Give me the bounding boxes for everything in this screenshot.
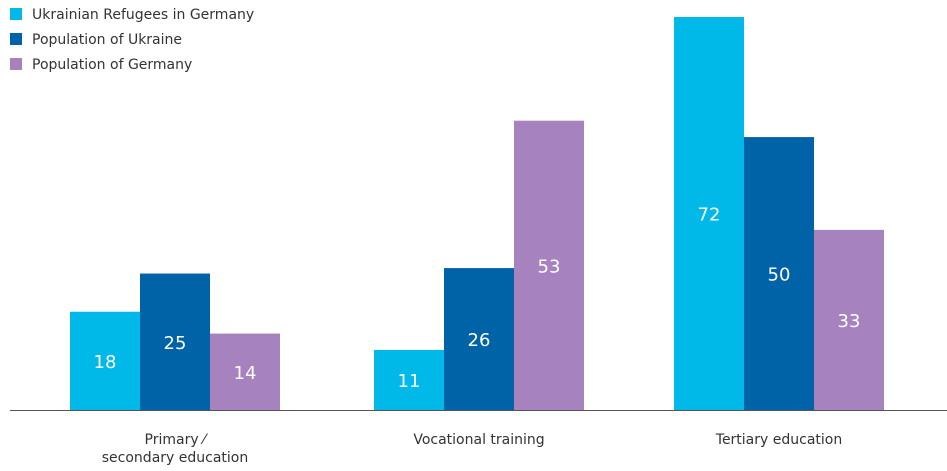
value-label: 50: [768, 265, 791, 286]
bar: [70, 311, 140, 410]
bar: [514, 120, 584, 410]
value-label: 72: [698, 205, 721, 226]
value-label: 53: [538, 256, 561, 277]
legend-swatch: [10, 33, 22, 45]
value-label: 26: [468, 330, 491, 351]
value-label: 33: [838, 311, 861, 332]
legend-label: Ukrainian Refugees in Germany: [32, 7, 254, 23]
x-tick-label: Primary ⁄ secondary education: [102, 432, 248, 466]
value-label: 25: [164, 333, 187, 354]
bar: [210, 333, 280, 410]
x-tick-label: Tertiary education: [715, 432, 842, 448]
bar: [140, 273, 210, 410]
legend-label: Population of Germany: [32, 57, 192, 73]
bar: [744, 137, 814, 411]
value-label: 18: [94, 352, 117, 373]
legend-swatch: [10, 58, 22, 70]
bar: [444, 268, 514, 410]
x-tick-label: Vocational training: [413, 432, 544, 448]
value-label: 11: [398, 371, 421, 392]
bar: [814, 229, 884, 410]
legend-swatch: [10, 8, 22, 20]
legend-label: Population of Ukraine: [32, 32, 182, 48]
value-label: 14: [234, 363, 257, 384]
bar: [674, 17, 744, 410]
bar: [374, 349, 444, 410]
